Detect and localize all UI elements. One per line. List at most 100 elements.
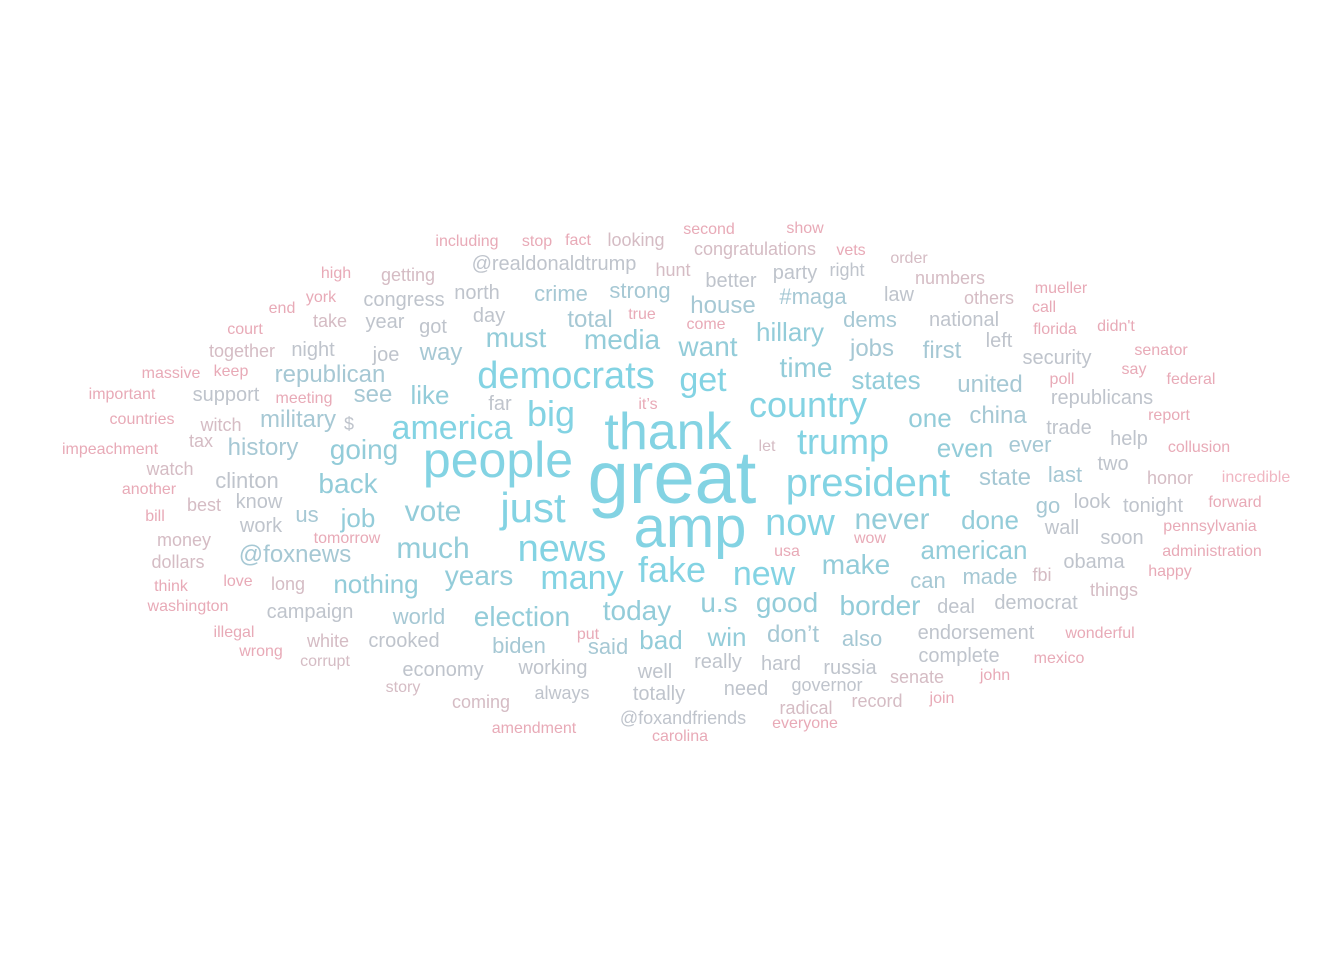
word-cloud-word: let (758, 438, 776, 455)
word-cloud-word: take (312, 311, 348, 331)
word-cloud-word: great (587, 436, 757, 519)
word-cloud-word: american (920, 535, 1028, 565)
word-cloud-word: story (385, 679, 421, 696)
word-cloud-word: order (890, 250, 928, 267)
word-cloud-word: one (908, 403, 952, 433)
word-cloud-word: long (270, 574, 306, 594)
word-cloud-word: corrupt (300, 653, 350, 670)
word-cloud-word: strong (609, 278, 671, 303)
word-cloud-word: time (779, 352, 833, 383)
word-cloud-word: end (268, 300, 296, 317)
word-cloud-word: total (567, 306, 613, 333)
word-cloud-word: pennsylvania (1163, 518, 1257, 535)
word-cloud-word: make (821, 549, 891, 580)
word-cloud-word: totally (632, 683, 686, 705)
word-cloud-word: happy (1148, 563, 1192, 580)
word-cloud-word: join (929, 690, 955, 707)
word-cloud-word: president (785, 461, 951, 505)
word-cloud-word: united (957, 371, 1023, 398)
word-cloud-word: didn't (1097, 318, 1135, 335)
word-cloud-word: democrats (477, 355, 655, 397)
word-cloud-word: second (683, 221, 735, 238)
word-cloud-word: state (978, 464, 1032, 491)
word-cloud-word: report (1148, 407, 1190, 424)
word-cloud-word: ever (1008, 432, 1052, 457)
word-cloud-word: made (962, 564, 1018, 589)
word-cloud-word: republican (274, 361, 386, 388)
word-cloud-word: best (186, 495, 222, 515)
word-cloud-word: can (910, 568, 946, 593)
word-cloud-word: house (690, 292, 756, 319)
word-cloud-word: getting (380, 265, 436, 285)
word-cloud-word: trade (1046, 417, 1092, 439)
word-cloud-word: impeachment (61, 441, 159, 458)
word-cloud-word: want (678, 331, 738, 362)
word-cloud-word: meeting (275, 390, 333, 407)
word-cloud-word: obama (1063, 551, 1125, 573)
word-cloud-word: tomorrow (313, 530, 381, 547)
word-cloud-word: john (979, 667, 1011, 684)
word-cloud-word: bad (639, 625, 683, 655)
word-cloud-word: history (227, 434, 299, 461)
word-cloud-word: bill (145, 508, 165, 525)
word-cloud-word: crooked (368, 630, 440, 652)
word-cloud-word: @foxnews (238, 541, 352, 568)
word-cloud-word: vote (404, 495, 462, 528)
word-cloud-word: military (260, 406, 336, 433)
word-cloud-word: law (883, 284, 915, 306)
word-cloud-word: u.s (700, 587, 738, 618)
word-cloud-word: need (723, 678, 769, 700)
word-cloud-word: support (192, 384, 260, 406)
word-cloud-word: $ (343, 414, 355, 434)
word-cloud-word: always (534, 683, 590, 703)
word-cloud-word: better (705, 270, 757, 292)
word-cloud-word: see (353, 381, 393, 408)
word-cloud-word: wrong (239, 643, 283, 660)
word-cloud-word: security (1022, 347, 1092, 369)
word-cloud-word: collusion (1167, 439, 1231, 456)
word-cloud-word: money (156, 530, 212, 550)
word-cloud-word: congratulations (693, 239, 817, 259)
word-cloud-word: countries (109, 411, 175, 428)
word-cloud-word: wow (853, 530, 887, 547)
word-cloud-word: wonderful (1065, 625, 1135, 642)
word-cloud-word: administration (1162, 543, 1262, 560)
word-cloud-word: call (1031, 299, 1057, 316)
word-cloud-word: #maga (779, 284, 847, 309)
word-cloud-word: washington (147, 598, 229, 615)
word-cloud-word: complete (918, 645, 1000, 667)
word-cloud-word: get (679, 361, 727, 399)
word-cloud-word: much (396, 532, 470, 565)
word-cloud-word: @foxandfriends (619, 708, 747, 728)
word-cloud-word: court (227, 321, 263, 338)
word-cloud-word: going (329, 434, 399, 465)
word-cloud-word: white (306, 631, 350, 651)
word-cloud-word: tonight (1122, 495, 1184, 517)
word-cloud-word: two (1097, 453, 1129, 475)
word-cloud-word: poll (1049, 371, 1075, 388)
word-cloud-word: go (1035, 493, 1061, 518)
word-cloud-word: world (392, 604, 446, 629)
word-cloud-word: just (500, 484, 566, 531)
word-cloud-word: deal (937, 596, 975, 618)
word-cloud-word: working (518, 657, 588, 679)
word-cloud-word: help (1110, 428, 1148, 450)
word-cloud-word: tax (188, 431, 214, 451)
word-cloud-word: think (154, 578, 188, 595)
word-cloud-word: vets (836, 242, 866, 259)
word-cloud-word: people (422, 432, 574, 488)
word-cloud-word: right (829, 260, 865, 280)
word-cloud-word: another (121, 481, 177, 498)
word-cloud-word: trump (796, 421, 890, 462)
word-cloud-word: look (1073, 491, 1111, 513)
word-cloud-word: others (963, 288, 1015, 308)
word-cloud-word: campaign (266, 601, 354, 623)
word-cloud-word: incredible (1221, 469, 1291, 486)
word-cloud-word: dollars (151, 552, 205, 572)
word-cloud-word: show (786, 220, 824, 237)
word-cloud-word: witch (200, 415, 242, 435)
word-cloud-word: years (444, 560, 514, 591)
word-cloud-word: dems (843, 307, 897, 332)
word-cloud-word: never (854, 503, 930, 536)
